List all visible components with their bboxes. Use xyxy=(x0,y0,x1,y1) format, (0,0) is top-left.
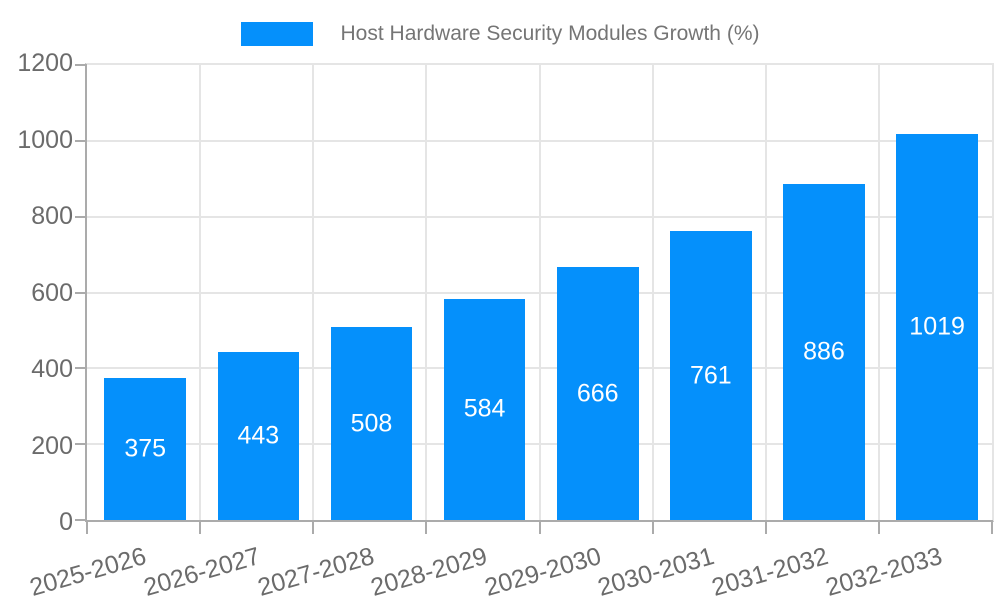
bar-value-label: 584 xyxy=(463,394,506,423)
category-band: 443 xyxy=(200,65,313,520)
bar-value-label: 886 xyxy=(803,337,845,366)
x-axis-tick xyxy=(651,520,654,534)
bar-2031-2032[interactable]: 886 xyxy=(783,184,865,520)
x-axis-tick-label: 2027-2028 xyxy=(254,542,377,600)
category-band: 886 xyxy=(766,65,879,520)
gridline-vertical xyxy=(764,65,767,520)
y-axis-tick-label: 1200 xyxy=(17,49,73,77)
x-axis-tick xyxy=(199,520,202,534)
category-band: 666 xyxy=(540,65,653,520)
legend-swatch[interactable] xyxy=(240,22,313,46)
y-axis-tick xyxy=(75,291,87,294)
category-band: 508 xyxy=(313,65,426,520)
bar-2029-2030[interactable]: 666 xyxy=(556,267,639,520)
x-axis-tick-label: 2025-2026 xyxy=(26,542,150,600)
x-axis-tick-label: 2026-2027 xyxy=(140,542,264,600)
y-axis-tick-label: 800 xyxy=(31,202,73,231)
y-axis-labels: 0 200 400 600 800 1000 1200 xyxy=(0,50,73,535)
x-axis-tick-label: 2028-2029 xyxy=(367,542,491,600)
gridline-vertical xyxy=(651,65,654,520)
y-axis-tick xyxy=(75,367,87,370)
x-axis-tick-label: 2029-2030 xyxy=(481,542,605,600)
bar-2032-2033[interactable]: 1019 xyxy=(896,133,978,520)
x-axis-tick xyxy=(312,520,315,534)
bar-2027-2028[interactable]: 508 xyxy=(330,327,413,520)
y-axis-tick xyxy=(75,215,87,218)
category-band: 375 xyxy=(87,65,200,520)
x-axis-tick xyxy=(425,520,428,534)
bar-2028-2029[interactable]: 584 xyxy=(443,298,526,520)
x-axis-tick xyxy=(991,520,993,534)
bar-2030-2031[interactable]: 761 xyxy=(670,231,752,520)
y-axis-tick-label: 1000 xyxy=(17,125,73,154)
y-axis-tick xyxy=(75,64,87,66)
x-axis-tick xyxy=(764,520,767,534)
bar-2026-2027[interactable]: 443 xyxy=(217,352,300,520)
gridline-vertical xyxy=(312,65,315,520)
x-axis-tick-label: 2032-2033 xyxy=(822,542,945,600)
bar-2025-2026[interactable]: 375 xyxy=(104,377,187,520)
category-band: 1019 xyxy=(879,65,992,520)
x-axis-tick-label: 2031-2032 xyxy=(708,542,832,600)
gridline-vertical xyxy=(877,65,880,520)
x-axis-tick xyxy=(538,520,541,534)
gridline-vertical xyxy=(199,65,202,520)
y-axis-tick-label: 600 xyxy=(31,278,73,307)
gridline-vertical xyxy=(425,65,428,520)
x-axis-tick xyxy=(877,520,880,534)
legend[interactable]: Host Hardware Security Modules Growth (%… xyxy=(0,21,1000,47)
y-axis-tick xyxy=(75,139,87,142)
plot-area: 375 443 508 584 666 761 886 1019 xyxy=(75,63,994,534)
bar-value-label: 375 xyxy=(124,434,167,463)
x-axis-labels: 2025-2026 2026-2027 2027-2028 2028-2029 2029… xyxy=(27,522,994,600)
x-axis-tick xyxy=(86,520,88,534)
bar-value-label: 666 xyxy=(576,379,619,408)
legend-label[interactable]: Host Hardware Security Modules Growth (%… xyxy=(340,22,760,45)
x-axis-tick-label: 2030-2031 xyxy=(595,542,718,600)
bar-value-label: 1019 xyxy=(909,312,965,341)
y-axis-tick-label: 0 xyxy=(59,508,73,536)
category-band: 761 xyxy=(653,65,766,520)
gridline-vertical xyxy=(538,65,541,520)
bar-value-label: 443 xyxy=(237,421,280,450)
y-axis-tick-label: 400 xyxy=(31,355,73,384)
bar-value-label: 761 xyxy=(690,361,732,390)
y-axis-tick-label: 200 xyxy=(31,431,73,460)
y-axis-tick xyxy=(75,443,87,446)
category-band: 584 xyxy=(426,65,539,520)
y-axis-tick xyxy=(75,519,87,521)
bar-value-label: 508 xyxy=(350,409,393,438)
